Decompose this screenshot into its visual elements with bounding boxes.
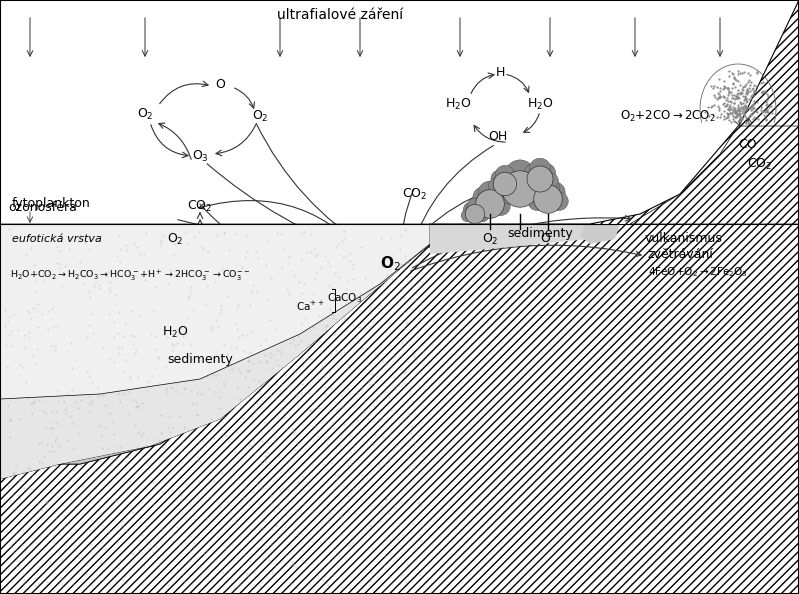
Circle shape	[542, 173, 559, 189]
Text: O: O	[540, 232, 550, 245]
Text: H$_2$O: H$_2$O	[527, 96, 553, 112]
Text: CO$_2$: CO$_2$	[747, 156, 773, 172]
Polygon shape	[630, 126, 799, 224]
Text: O$_2$: O$_2$	[252, 109, 268, 124]
Circle shape	[476, 209, 489, 222]
Text: ozonosféra: ozonosféra	[8, 201, 77, 214]
Circle shape	[515, 167, 542, 194]
Circle shape	[495, 180, 518, 204]
Circle shape	[465, 204, 485, 224]
Polygon shape	[0, 224, 430, 479]
Circle shape	[461, 209, 474, 222]
Text: CO$_2$: CO$_2$	[187, 198, 213, 214]
Text: O$_2$+2CO$\rightarrow$2CO$_2$: O$_2$+2CO$\rightarrow$2CO$_2$	[620, 109, 716, 124]
Text: CO: CO	[739, 137, 757, 150]
Text: fytoplankton: fytoplankton	[12, 197, 91, 210]
Circle shape	[473, 187, 494, 208]
Circle shape	[467, 198, 483, 214]
Circle shape	[495, 165, 515, 185]
Text: sedimenty: sedimenty	[167, 352, 233, 365]
Text: O$_2$: O$_2$	[167, 232, 183, 247]
Text: H$_2$O+CO$_2$$\rightarrow$H$_2$CO$_3$$\rightarrow$HCO$_3^-$+H$^+$$\rightarrow$2H: H$_2$O+CO$_2$$\rightarrow$H$_2$CO$_3$$\r…	[10, 268, 250, 283]
Circle shape	[534, 185, 562, 213]
Circle shape	[493, 172, 517, 195]
Circle shape	[502, 170, 519, 187]
Circle shape	[528, 192, 547, 210]
Text: O$_2$: O$_2$	[482, 232, 499, 247]
Text: H$_2$O: H$_2$O	[161, 324, 189, 340]
Circle shape	[523, 180, 546, 204]
Text: H: H	[495, 65, 505, 78]
Circle shape	[463, 203, 478, 217]
Text: 4FeO+O$_2$$\rightarrow$2Fe$_2$O$_3$: 4FeO+O$_2$$\rightarrow$2Fe$_2$O$_3$	[648, 265, 748, 279]
Circle shape	[472, 203, 487, 217]
Text: O: O	[215, 77, 225, 90]
Circle shape	[522, 173, 539, 189]
Text: CO$_2$: CO$_2$	[403, 187, 427, 201]
Text: zvětrávání: zvětrávání	[648, 248, 714, 261]
Circle shape	[475, 189, 504, 219]
Text: O$_2$: O$_2$	[137, 106, 153, 122]
Circle shape	[536, 163, 555, 182]
Polygon shape	[0, 224, 430, 399]
Text: Ca$^{++}$: Ca$^{++}$	[296, 299, 324, 312]
Circle shape	[527, 166, 553, 192]
Circle shape	[470, 197, 488, 216]
Circle shape	[529, 158, 551, 180]
Circle shape	[491, 170, 508, 187]
Circle shape	[488, 178, 503, 194]
Circle shape	[536, 176, 560, 200]
Circle shape	[491, 197, 511, 216]
Text: eufotická vrstva: eufotická vrstva	[12, 234, 102, 244]
Text: ultrafialové záření: ultrafialové záření	[277, 8, 403, 22]
Polygon shape	[580, 224, 620, 244]
Text: CaCO$_3$: CaCO$_3$	[328, 291, 363, 305]
Circle shape	[524, 163, 543, 182]
Circle shape	[486, 187, 507, 208]
Polygon shape	[430, 224, 590, 254]
Text: O$_2$: O$_2$	[380, 255, 400, 273]
Circle shape	[502, 171, 539, 207]
Circle shape	[531, 182, 552, 203]
Polygon shape	[630, 126, 799, 224]
Circle shape	[478, 181, 502, 205]
Circle shape	[498, 167, 525, 194]
Text: H$_2$O: H$_2$O	[445, 96, 471, 112]
Text: OH: OH	[488, 129, 507, 143]
Circle shape	[544, 182, 565, 203]
Polygon shape	[0, 224, 430, 479]
Text: sedimenty: sedimenty	[507, 228, 573, 241]
Circle shape	[505, 160, 535, 190]
Text: O$_3$: O$_3$	[192, 148, 209, 163]
Text: vulkanismus: vulkanismus	[645, 232, 723, 245]
Circle shape	[550, 192, 568, 210]
Circle shape	[507, 178, 522, 194]
